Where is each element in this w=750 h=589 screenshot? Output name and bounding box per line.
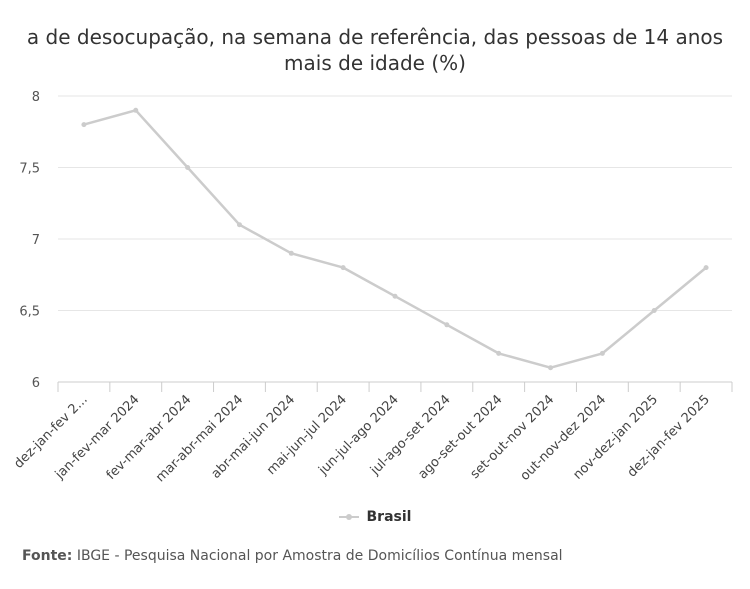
y-axis-ticks: 6 6,5 7 7,5 8	[19, 90, 40, 391]
x-axis-ticks: dez-jan-fev 2...jan-fev-mar 2024fev-mar-…	[11, 392, 713, 485]
legend[interactable]: Brasil	[0, 506, 750, 528]
data-point[interactable]	[392, 293, 398, 299]
data-point[interactable]	[236, 222, 242, 228]
data-point[interactable]	[133, 107, 139, 113]
grid-lines	[58, 95, 732, 311]
source-note: Fonte: IBGE - Pesquisa Nacional por Amos…	[22, 548, 563, 564]
x-tick-label: mar-abr-mai 2024	[153, 392, 246, 485]
data-point[interactable]	[444, 322, 450, 328]
y-tick-label: 7,5	[19, 162, 40, 177]
data-point[interactable]	[81, 122, 87, 128]
y-tick-label: 6,5	[19, 305, 40, 320]
y-tick-label: 8	[32, 90, 40, 105]
legend-label: Brasil	[366, 509, 412, 525]
data-point[interactable]	[185, 165, 191, 170]
source-text: IBGE - Pesquisa Nacional por Amostra de …	[76, 548, 563, 564]
data-point[interactable]	[651, 308, 657, 313]
legend-symbol	[338, 511, 359, 523]
source-label: Fonte:	[22, 548, 73, 564]
y-tick-label: 6	[32, 376, 40, 391]
chart-title: a de desocupação, na semana de referênci…	[0, 24, 750, 76]
chart-title-line-1: a de desocupação, na semana de referênci…	[26, 25, 724, 49]
chart-title-line-2: mais de idade (%)	[284, 51, 466, 75]
data-point[interactable]	[288, 250, 294, 256]
data-point[interactable]	[496, 350, 502, 356]
data-point[interactable]	[599, 350, 605, 356]
series-brasil	[81, 107, 709, 371]
data-point[interactable]	[703, 265, 709, 271]
data-point[interactable]	[340, 265, 346, 271]
y-tick-label: 7	[32, 233, 40, 248]
line-chart: 6 6,5 7 7,5 8 dez-jan-fev 2...jan-fev-mar 20…	[11, 90, 733, 485]
x-tick-label: out-nov-dez 2024	[518, 392, 610, 484]
x-axis	[57, 381, 733, 392]
data-point[interactable]	[548, 365, 554, 371]
